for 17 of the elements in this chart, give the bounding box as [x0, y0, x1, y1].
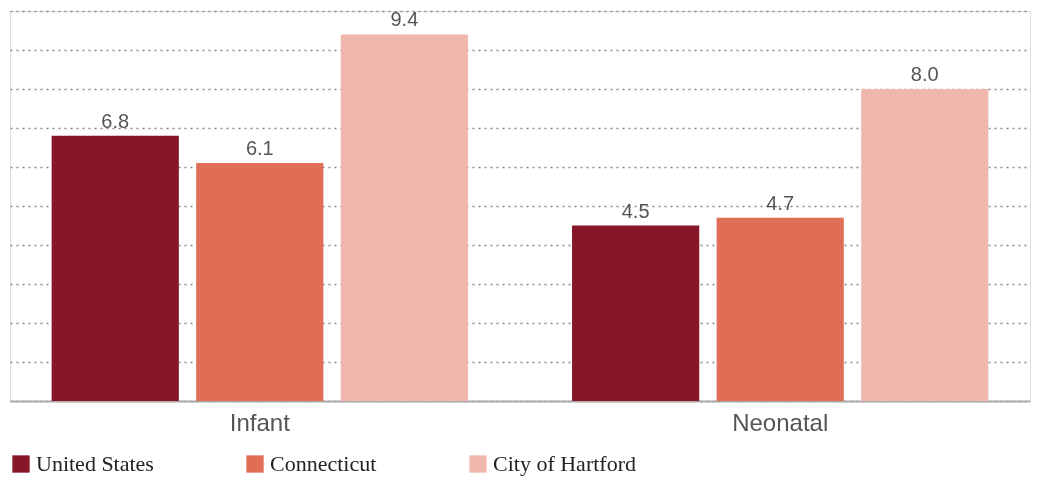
data-label: 8.0 [910, 63, 939, 85]
bar [861, 89, 989, 401]
data-label: 6.8 [101, 109, 130, 132]
bar [572, 225, 700, 401]
legend-label: Connecticut [270, 451, 377, 476]
bar [716, 217, 844, 401]
data-label: 4.5 [621, 199, 650, 222]
bar [51, 135, 179, 401]
x-tick-label: Infant [229, 408, 291, 436]
data-label: 6.1 [245, 137, 274, 160]
legend-label: City of Hartford [493, 451, 636, 476]
bar [196, 163, 324, 401]
bar [340, 34, 468, 401]
data-label: 9.4 [390, 8, 419, 31]
legend-label: United States [36, 451, 154, 476]
x-tick-label: Neonatal [732, 408, 829, 436]
data-label: 4.7 [766, 191, 795, 214]
